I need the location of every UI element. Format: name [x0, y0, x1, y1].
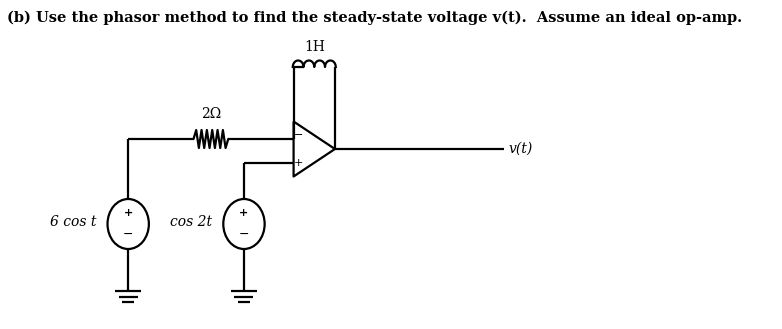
Text: +: +: [239, 209, 249, 218]
Text: v(t): v(t): [508, 142, 533, 156]
Text: +: +: [293, 158, 303, 168]
Text: −: −: [293, 130, 303, 140]
Text: 2Ω: 2Ω: [201, 107, 221, 121]
Text: 1H: 1H: [304, 40, 325, 54]
Text: 6 cos t: 6 cos t: [50, 215, 97, 229]
Text: −: −: [239, 228, 249, 241]
Text: −: −: [123, 228, 134, 241]
Text: +: +: [124, 209, 133, 218]
Text: cos 2t: cos 2t: [170, 215, 213, 229]
Text: (b) Use the phasor method to find the steady-state voltage v(t).  Assume an idea: (b) Use the phasor method to find the st…: [6, 11, 742, 25]
